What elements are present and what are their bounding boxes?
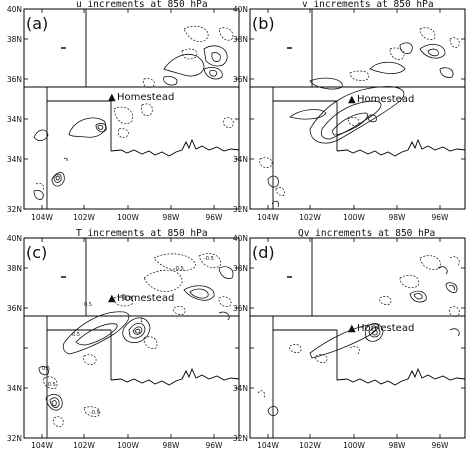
homestead-marker-a: ▲ <box>108 92 116 103</box>
lon-tick-label: 104W <box>257 441 279 450</box>
panel-d: Qv increments at 850 hPa (d) ▲ Homestead <box>249 228 466 439</box>
panel-a-label: (a) <box>26 14 48 33</box>
lon-tick-label: 102W <box>73 213 95 222</box>
homestead-label-c: Homestead <box>117 293 174 304</box>
contour-label: -0.5 <box>122 296 132 302</box>
lon-tick-label: 104W <box>31 213 53 222</box>
panel-c: -0.5 0.5 -0.5 1 0.5 -0.5 -0.5 0.5 -0.5 T… <box>23 228 240 439</box>
contour-label: 0.5 <box>42 366 50 372</box>
contours-b-dashed <box>259 27 460 196</box>
contours-c <box>38 266 234 411</box>
lon-tick-label: 102W <box>299 441 321 450</box>
lon-tick-label: 100W <box>343 213 365 222</box>
lon-tick-label: 98W <box>389 213 407 222</box>
lat-tick-label: 38N <box>233 35 248 44</box>
lat-tick-label: 36N <box>233 75 248 84</box>
lon-tick-label: 104W <box>257 213 279 222</box>
panel-d-label: (d) <box>252 243 275 262</box>
lat-tick-label: 36N <box>7 304 22 313</box>
lat-tick-label: 34N <box>7 115 22 124</box>
lat-tick-label: 34N <box>233 155 248 164</box>
contour-label: 0.5 <box>84 302 92 308</box>
lat-tick-label: 32N <box>233 205 248 214</box>
lat-tick-label: 34N <box>233 384 248 393</box>
contours-a <box>33 45 228 200</box>
lat-labels-right: 40N 38N 36N 34N 32N 40N 38N 36N 34N 32N <box>233 5 248 443</box>
contour-label: -0.5 <box>174 266 184 272</box>
lon-tick-label: 98W <box>163 213 181 222</box>
panel-b-title: v increments at 850 hPa <box>302 0 434 10</box>
lon-labels-top-row: 104W 102W 100W 98W 96W 104W 102W 100W 98… <box>31 213 449 222</box>
contours-d <box>267 266 460 416</box>
lat-tick-label: 40N <box>233 5 248 14</box>
lat-tick-label: 40N <box>233 234 248 243</box>
homestead-marker-d: ▲ <box>348 323 356 334</box>
lon-tick-label: 100W <box>117 441 139 450</box>
homestead-marker-c: ▲ <box>108 293 116 304</box>
lat-tick-label: 34N <box>7 155 22 164</box>
contour-label: -0.5 <box>204 256 214 262</box>
panel-b: v increments at 850 hPa (b) ▲ Homestead <box>249 0 466 210</box>
contours-c-dashed <box>43 253 232 427</box>
lat-labels-left: 40N 38N 36N 34N 34N 32N 40N 38N 36N 34N … <box>7 5 22 443</box>
homestead-marker-b: ▲ <box>348 94 356 105</box>
lon-tick-label: 96W <box>432 213 450 222</box>
lat-tick-label: 36N <box>233 304 248 313</box>
lon-tick-label: 100W <box>117 213 139 222</box>
contours-d-dashed <box>257 255 460 399</box>
lat-tick-label: 32N <box>7 205 22 214</box>
panel-a: u increments at 850 hPa (a) ▲ Homestead <box>23 0 240 210</box>
homestead-label-b: Homestead <box>357 94 414 105</box>
contours-a-dashed <box>35 25 234 192</box>
contour-label: 0.5 <box>72 332 80 338</box>
lat-tick-label: 32N <box>7 434 22 443</box>
homestead-label-d: Homestead <box>357 323 414 334</box>
contour-label: 1 <box>140 318 143 324</box>
homestead-label-a: Homestead <box>117 92 174 103</box>
lon-tick-label: 96W <box>206 213 224 222</box>
lon-labels-bottom-row: 104W 102W 100W 98W 96W 104W 102W 100W 98… <box>31 441 449 450</box>
lon-tick-label: 104W <box>31 441 53 450</box>
panel-c-title: T increments at 850 hPa <box>76 228 208 239</box>
lon-tick-label: 102W <box>73 441 95 450</box>
lat-tick-label: 40N <box>7 5 22 14</box>
panel-b-label: (b) <box>252 14 275 33</box>
contours-b <box>267 42 454 208</box>
lon-tick-label: 98W <box>389 441 407 450</box>
contour-label: -0.5 <box>90 410 100 416</box>
lon-tick-label: 96W <box>206 441 224 450</box>
lat-tick-label: 40N <box>7 234 22 243</box>
lon-tick-label: 98W <box>163 441 181 450</box>
lat-tick-label: 38N <box>7 264 22 273</box>
lon-tick-label: 102W <box>299 213 321 222</box>
panel-d-title: Qv increments at 850 hPa <box>298 228 435 239</box>
lat-tick-label: 34N <box>7 384 22 393</box>
lat-tick-label: 32N <box>233 434 248 443</box>
contour-labels-c: -0.5 0.5 -0.5 1 0.5 -0.5 -0.5 0.5 -0.5 <box>42 256 214 416</box>
lat-tick-label: 38N <box>7 35 22 44</box>
lon-tick-label: 96W <box>432 441 450 450</box>
panel-c-label: (c) <box>26 243 47 262</box>
panel-a-title: u increments at 850 hPa <box>76 0 208 10</box>
contour-label: -0.5 <box>46 382 56 388</box>
lat-tick-label: 36N <box>7 75 22 84</box>
lon-tick-label: 100W <box>343 441 365 450</box>
lat-tick-label: 38N <box>233 264 248 273</box>
